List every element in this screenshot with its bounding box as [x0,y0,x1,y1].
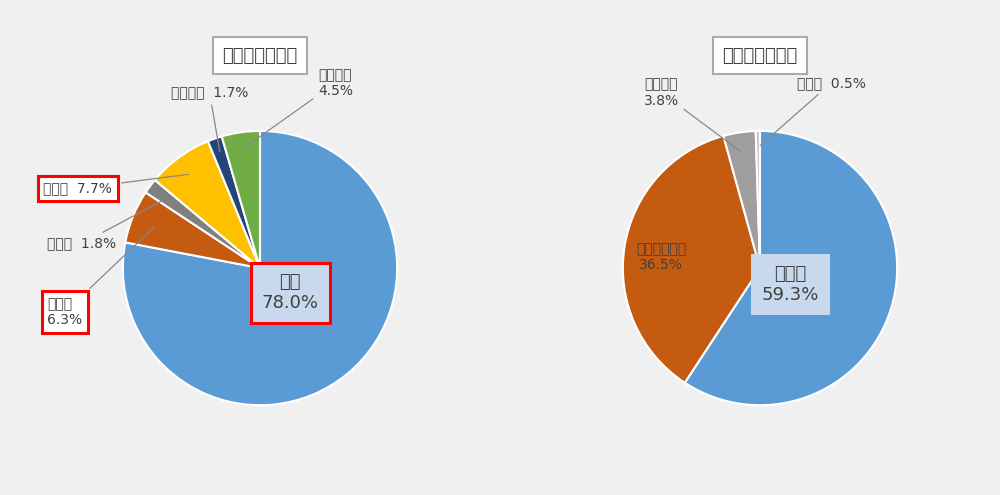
Wedge shape [756,131,760,268]
Text: 手数料
6.3%: 手数料 6.3% [47,228,154,327]
Wedge shape [146,180,260,268]
Wedge shape [125,193,260,268]
Text: 補助金  7.7%: 補助金 7.7% [43,174,188,196]
Text: 学費
78.0%: 学費 78.0% [262,273,319,312]
Text: 教育研究経費
36.5%: 教育研究経費 36.5% [636,242,686,272]
Wedge shape [123,131,397,405]
Text: 収入決算の内訳: 収入決算の内訳 [222,47,298,64]
Wedge shape [623,136,760,383]
Text: 寄付金  1.8%: 寄付金 1.8% [47,199,164,250]
Text: 雑収入他
4.5%: 雑収入他 4.5% [245,68,353,147]
Wedge shape [685,131,897,405]
Text: 支出決算の内訳: 支出決算の内訳 [722,47,798,64]
Wedge shape [723,131,760,268]
Wedge shape [155,141,260,268]
Text: その他  0.5%: その他 0.5% [760,76,866,146]
Text: 付随事業  1.7%: 付随事業 1.7% [171,86,248,151]
Text: 人件費
59.3%: 人件費 59.3% [761,265,819,304]
Wedge shape [208,137,260,268]
Wedge shape [222,131,260,268]
Text: 管理経費
3.8%: 管理経費 3.8% [644,77,740,151]
